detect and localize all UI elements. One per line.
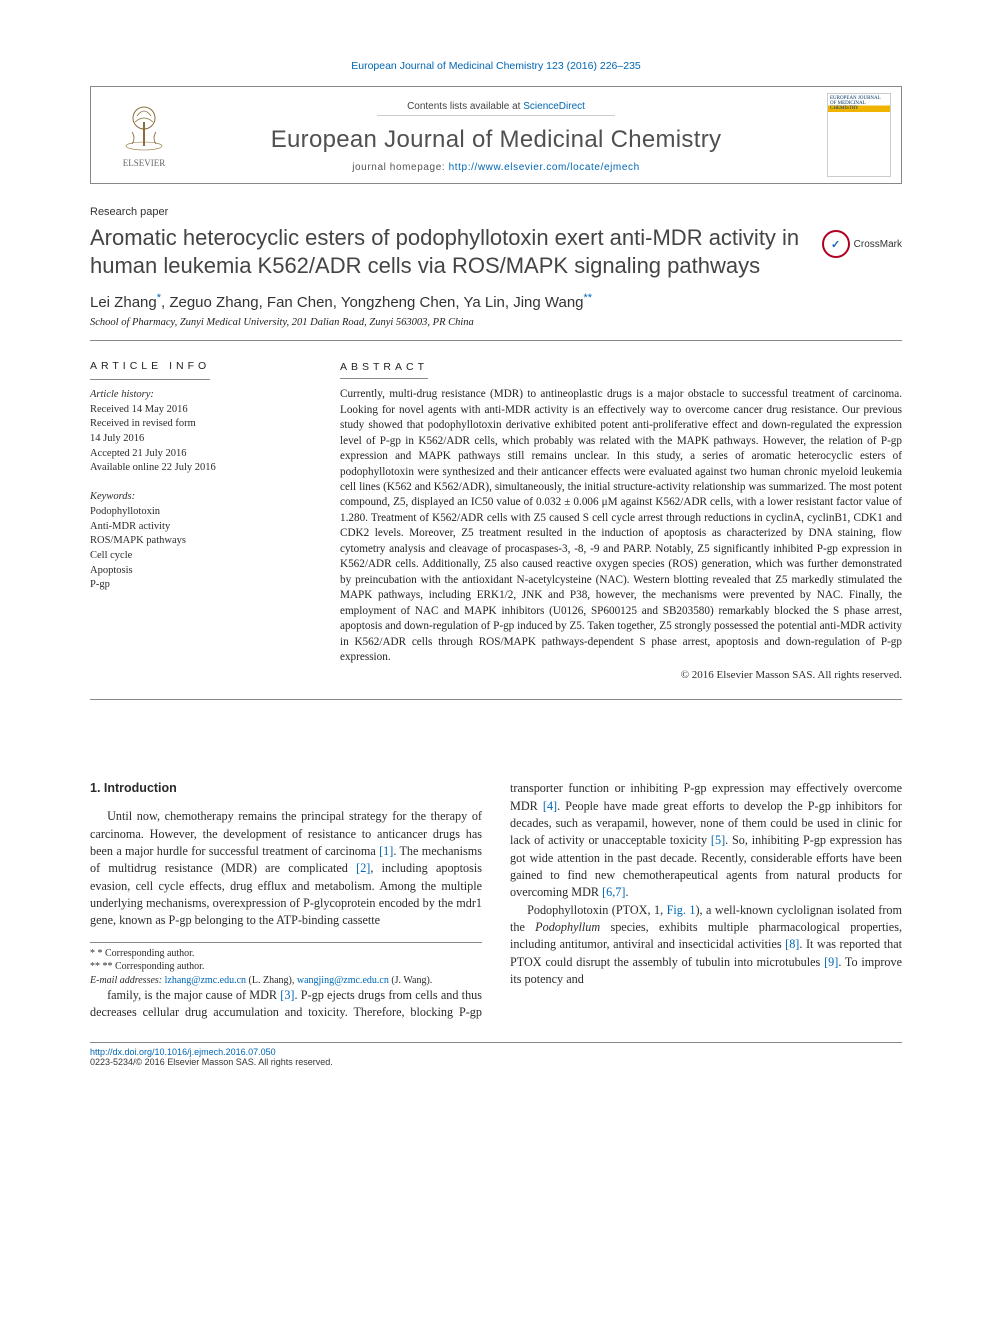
- contents-available-line: Contents lists available at ScienceDirec…: [377, 99, 615, 116]
- abstract-block: ABSTRACT Currently, multi-drug resistanc…: [340, 359, 902, 681]
- crossmark-label: CrossMark: [854, 239, 902, 250]
- keywords-label: Keywords:: [90, 490, 310, 505]
- journal-cover-thumbnail: EUROPEAN JOURNAL OF MEDICINAL CHEMISTRY: [827, 93, 891, 177]
- article-type: Research paper: [90, 206, 902, 218]
- section-heading-introduction: 1. Introduction: [90, 780, 482, 798]
- corresponding-footnotes: * * Corresponding author. ** ** Correspo…: [90, 942, 482, 988]
- abstract-copyright: © 2016 Elsevier Masson SAS. All rights r…: [340, 669, 902, 681]
- running-head: European Journal of Medicinal Chemistry …: [90, 60, 902, 72]
- corr-author-1-label: * Corresponding author.: [98, 948, 195, 959]
- corr-email-1[interactable]: lzhang@zmc.edu.cn: [165, 975, 246, 986]
- intro-paragraph-3: Podophyllotoxin (PTOX, 1, Fig. 1), a wel…: [510, 902, 902, 989]
- journal-masthead: ELSEVIER Contents lists available at Sci…: [90, 86, 902, 184]
- article-info-block: ARTICLE INFO Article history: Received 1…: [90, 359, 310, 681]
- journal-homepage-line: journal homepage: http://www.elsevier.co…: [187, 162, 805, 173]
- corr-email-2[interactable]: wangjing@zmc.edu.cn: [297, 975, 389, 986]
- corr-author-2-label: ** Corresponding author.: [103, 961, 205, 972]
- article-history-label: Article history:: [90, 388, 310, 403]
- crossmark-badge[interactable]: ✓ CrossMark: [822, 230, 902, 258]
- publisher-logo: ELSEVIER: [101, 102, 187, 168]
- article-body: 1. Introduction Until now, chemotherapy …: [90, 780, 902, 1021]
- article-history: Received 14 May 2016Received in revised …: [90, 403, 310, 476]
- publisher-name: ELSEVIER: [123, 158, 166, 168]
- abstract-label: ABSTRACT: [340, 361, 428, 379]
- journal-homepage-link[interactable]: http://www.elsevier.com/locate/ejmech: [449, 162, 640, 173]
- author-list: Lei Zhang*, Zeguo Zhang, Fan Chen, Yongz…: [90, 292, 902, 311]
- sciencedirect-link[interactable]: ScienceDirect: [523, 101, 585, 112]
- email-addresses-label: E-mail addresses:: [90, 975, 162, 986]
- article-title: Aromatic heterocyclic esters of podophyl…: [90, 224, 808, 280]
- abstract-text: Currently, multi-drug resistance (MDR) t…: [340, 387, 902, 665]
- corr-email-2-name: (J. Wang).: [391, 975, 432, 986]
- article-info-label: ARTICLE INFO: [90, 359, 210, 380]
- issn-copyright-line: 0223-5234/© 2016 Elsevier Masson SAS. Al…: [90, 1057, 333, 1067]
- crossmark-icon: ✓: [822, 230, 850, 258]
- keywords-list: PodophyllotoxinAnti-MDR activityROS/MAPK…: [90, 505, 310, 593]
- intro-paragraph-1: Until now, chemotherapy remains the prin…: [90, 808, 482, 929]
- corr-email-1-name: (L. Zhang),: [249, 975, 295, 986]
- doi-link[interactable]: http://dx.doi.org/10.1016/j.ejmech.2016.…: [90, 1047, 276, 1057]
- page-footer: http://dx.doi.org/10.1016/j.ejmech.2016.…: [90, 1042, 902, 1067]
- affiliation: School of Pharmacy, Zunyi Medical Univer…: [90, 317, 902, 341]
- elsevier-tree-icon: [117, 102, 171, 156]
- journal-name: European Journal of Medicinal Chemistry: [187, 116, 805, 162]
